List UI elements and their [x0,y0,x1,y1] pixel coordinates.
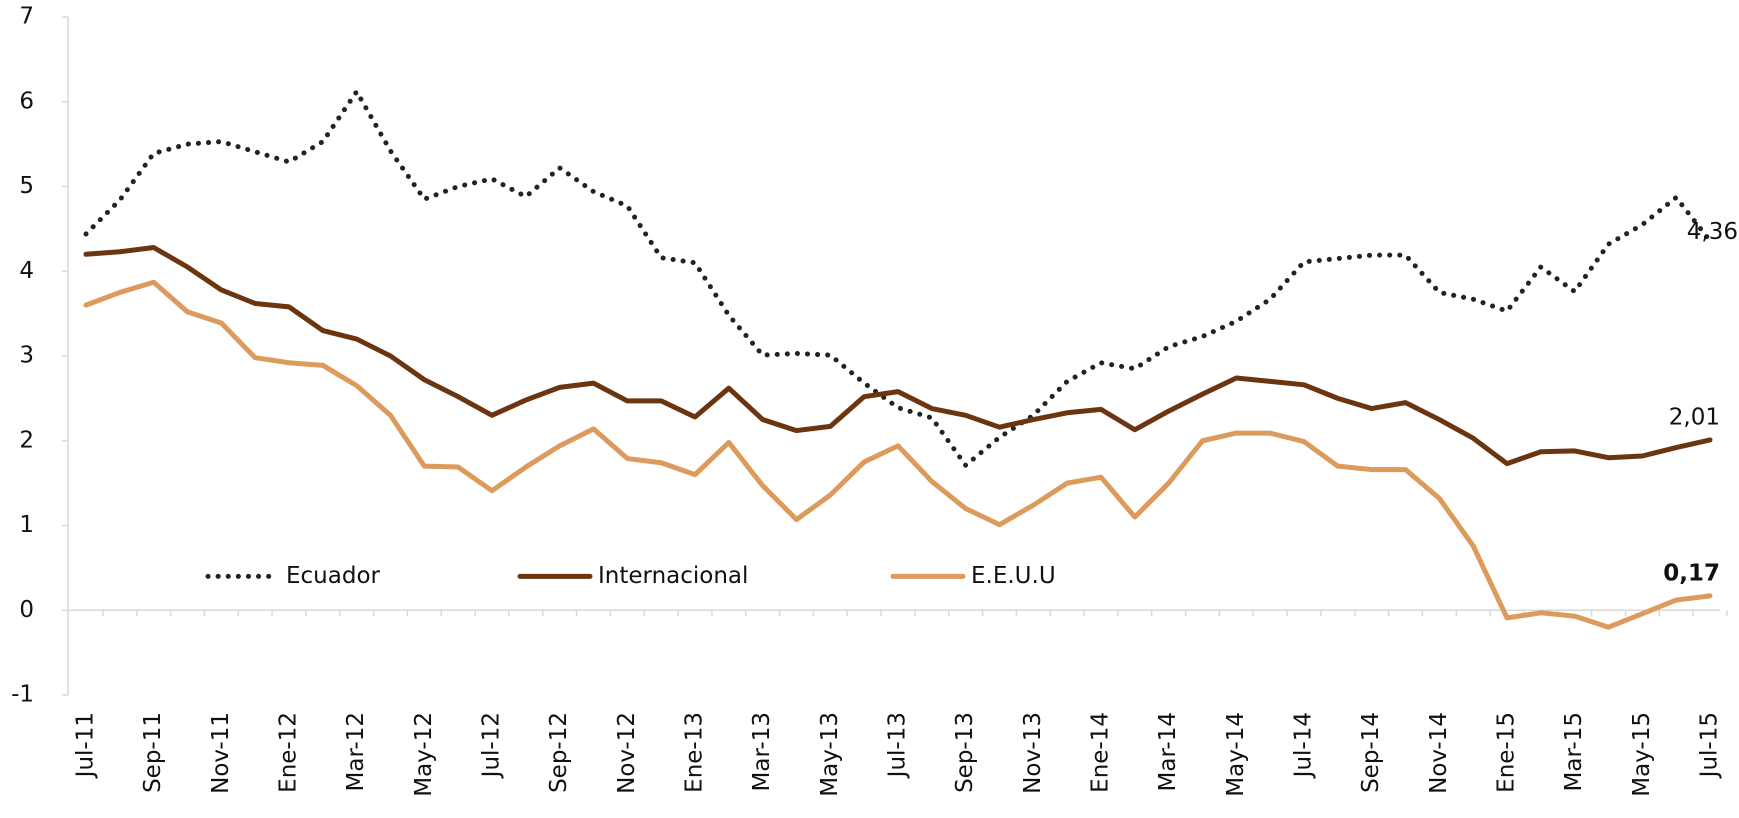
y-tick-label: 2 [19,427,34,453]
data-label: 4,36 [1687,219,1738,245]
x-tick-label: Sep-13 [952,712,978,793]
x-tick-label: May-14 [1223,712,1249,797]
x-tick-label: Nov-14 [1426,712,1452,794]
series-line [83,89,1713,468]
x-tick-label: Jul-12 [479,712,505,779]
y-tick-label: 3 [19,343,34,369]
x-tick-label: Ene-12 [276,712,302,793]
x-tick-label: Ene-13 [682,712,708,793]
data-label: 0,17 [1663,560,1720,586]
x-tick-label: Mar-14 [1155,712,1181,792]
x-tick-label: Jul-15 [1697,712,1723,779]
x-tick-label: Sep-12 [546,712,572,793]
x-tick-label: Sep-11 [140,712,166,793]
y-tick-label: 1 [19,512,34,538]
series-line [83,245,1713,467]
x-tick-label: Jul-11 [73,712,99,779]
x-tick-label: Nov-12 [614,712,640,794]
x-tick-label: Ene-14 [1088,712,1114,793]
x-tick-label: Jul-13 [885,712,911,779]
y-tick-label: 4 [19,258,34,284]
x-tick-label: Mar-12 [343,712,369,792]
y-tick-label: -1 [11,682,34,708]
x-tick-label: Sep-14 [1358,712,1384,793]
data-label: 2,01 [1669,404,1720,430]
x-tick-label: May-15 [1629,712,1655,797]
x-tick-label: Ene-15 [1494,712,1520,793]
x-tick-label: Mar-13 [749,712,775,792]
x-tick-label: Mar-15 [1561,712,1587,792]
x-tick-label: Nov-11 [208,712,234,794]
series-line [83,279,1713,630]
legend-label: Internacional [598,563,748,589]
x-tick-label: May-13 [817,712,843,797]
x-tick-label: Nov-13 [1020,712,1046,794]
y-tick-label: 5 [19,173,34,199]
legend-label: E.E.U.U [971,563,1056,589]
y-tick-label: 7 [19,4,34,30]
y-tick-label: 6 [19,88,34,114]
x-tick-label: Jul-14 [1291,712,1317,779]
legend-label: Ecuador [286,563,381,589]
x-tick-label: May-12 [411,712,437,797]
y-tick-label: 0 [19,597,34,623]
